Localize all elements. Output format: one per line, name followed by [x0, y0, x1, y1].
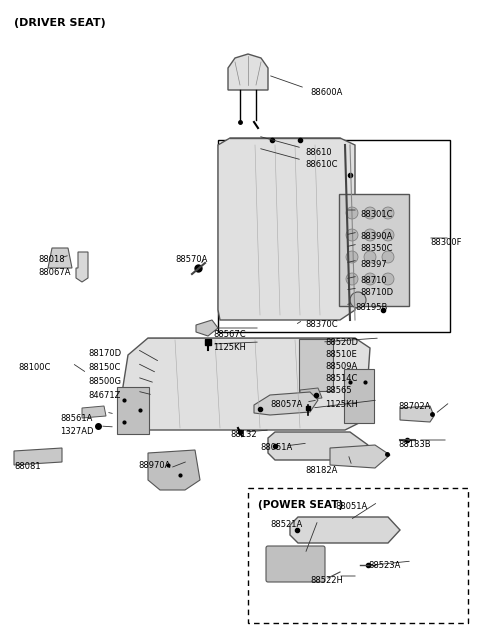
Text: 88970A: 88970A — [138, 461, 170, 470]
Text: 88183B: 88183B — [398, 440, 431, 449]
Circle shape — [382, 273, 394, 285]
Polygon shape — [76, 252, 88, 282]
Circle shape — [382, 229, 394, 241]
Circle shape — [346, 251, 358, 263]
Text: 88081: 88081 — [14, 462, 41, 471]
Text: (POWER SEAT): (POWER SEAT) — [258, 500, 343, 510]
Text: 88561A: 88561A — [60, 414, 92, 423]
Circle shape — [346, 229, 358, 241]
Circle shape — [364, 229, 376, 241]
Polygon shape — [330, 445, 390, 468]
Polygon shape — [148, 450, 200, 490]
Circle shape — [350, 292, 366, 308]
FancyBboxPatch shape — [117, 387, 149, 434]
Text: 1125KH: 1125KH — [325, 400, 358, 409]
Polygon shape — [82, 406, 106, 418]
Circle shape — [364, 273, 376, 285]
Text: 88710: 88710 — [360, 276, 386, 285]
Polygon shape — [300, 388, 322, 400]
Polygon shape — [268, 432, 368, 460]
Circle shape — [364, 251, 376, 263]
Text: 88390A: 88390A — [360, 232, 392, 241]
Polygon shape — [196, 320, 218, 336]
Text: 88570A: 88570A — [175, 255, 207, 264]
Text: 88057A: 88057A — [270, 400, 302, 409]
FancyBboxPatch shape — [299, 339, 333, 391]
Text: 88509A: 88509A — [325, 362, 357, 371]
Circle shape — [346, 273, 358, 285]
Text: 88521A: 88521A — [270, 520, 302, 529]
Polygon shape — [228, 54, 268, 90]
Text: 84671Z: 84671Z — [88, 391, 120, 400]
Text: 88397: 88397 — [360, 260, 387, 269]
Polygon shape — [218, 138, 355, 320]
Polygon shape — [290, 517, 400, 543]
Text: 88610C: 88610C — [305, 160, 337, 169]
Polygon shape — [400, 406, 434, 422]
Text: 1125KH: 1125KH — [213, 343, 246, 352]
Text: 88520D: 88520D — [325, 338, 358, 347]
Circle shape — [382, 251, 394, 263]
Circle shape — [346, 207, 358, 219]
Polygon shape — [14, 448, 62, 465]
Text: 88067A: 88067A — [38, 268, 71, 277]
Polygon shape — [118, 338, 370, 430]
Text: 88500G: 88500G — [88, 377, 121, 386]
Text: 88523A: 88523A — [368, 561, 400, 570]
Text: 88514C: 88514C — [325, 374, 358, 383]
Text: 88051A: 88051A — [260, 443, 292, 452]
Text: 88702A: 88702A — [398, 402, 431, 411]
Polygon shape — [48, 248, 72, 268]
Text: 88182A: 88182A — [305, 466, 337, 475]
FancyBboxPatch shape — [339, 194, 409, 306]
Text: 88300F: 88300F — [430, 238, 461, 247]
FancyBboxPatch shape — [266, 546, 325, 582]
Text: 88600A: 88600A — [310, 88, 342, 97]
Text: 1327AD: 1327AD — [60, 427, 94, 436]
Bar — [218, 140, 450, 332]
Bar — [248, 488, 468, 623]
Circle shape — [364, 207, 376, 219]
Text: 88510E: 88510E — [325, 350, 357, 359]
FancyBboxPatch shape — [344, 369, 374, 423]
Text: 88100C: 88100C — [18, 363, 50, 372]
Text: 88370C: 88370C — [305, 320, 337, 329]
Text: (DRIVER SEAT): (DRIVER SEAT) — [14, 18, 106, 28]
Text: 88301C: 88301C — [360, 210, 393, 219]
Circle shape — [382, 207, 394, 219]
Text: 88051A: 88051A — [335, 502, 367, 511]
Text: 88710D: 88710D — [360, 288, 393, 297]
Text: 88195B: 88195B — [355, 303, 387, 312]
Text: 88132: 88132 — [230, 430, 257, 439]
Text: 88567C: 88567C — [213, 330, 246, 339]
Text: 88610: 88610 — [305, 148, 332, 157]
Text: 88522H: 88522H — [310, 576, 343, 585]
Text: 88565: 88565 — [325, 386, 352, 395]
Text: 88150C: 88150C — [88, 363, 120, 372]
Text: 88350C: 88350C — [360, 244, 393, 253]
Text: 88170D: 88170D — [88, 349, 121, 358]
Polygon shape — [254, 392, 318, 415]
Text: 88018: 88018 — [38, 255, 65, 264]
